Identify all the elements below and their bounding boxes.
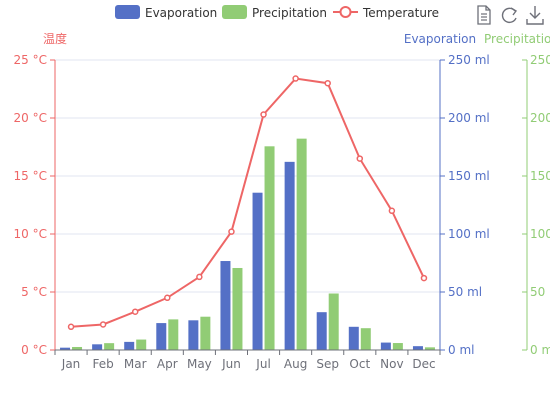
temperature-tick-label: 15 °C [14, 169, 47, 183]
temperature-point [356, 155, 364, 162]
bar-evaporation [316, 312, 327, 350]
bar-precipitation [264, 146, 275, 350]
bar-precipitation [168, 319, 179, 350]
evaporation-tick-label: 250 ml [448, 53, 490, 67]
bar-precipitation [360, 328, 371, 350]
restore-icon[interactable] [501, 7, 518, 24]
x-tick-label: Mar [124, 357, 147, 371]
temperature-point [67, 323, 75, 331]
bar-evaporation [60, 347, 71, 350]
x-tick-label: Jun [221, 357, 241, 371]
bar-evaporation [284, 161, 295, 350]
temperature-point [420, 274, 428, 282]
legend-label-evaporation: Evaporation [145, 6, 217, 20]
bar-evaporation [348, 326, 359, 350]
temperature-tick-label: 25 °C [14, 53, 47, 67]
temperature-tick-label: 0 °C [21, 343, 47, 357]
legend: Evaporation Precipitation Temperature [115, 5, 439, 20]
precipitation-axis-name: Precipitation [484, 32, 550, 46]
x-tick-label: Dec [412, 357, 435, 371]
precipitation-tick-label: 50 ml [530, 285, 550, 299]
bar-evaporation [220, 261, 231, 350]
bar-evaporation [188, 320, 199, 350]
precipitation-tick-label: 200 ml [530, 111, 550, 125]
temperature-axis-name: 温度 [43, 31, 67, 46]
x-tick-label: May [187, 357, 212, 371]
axes: 0 °C 5 °C 10 °C 15 °C 20 °C 25 °C 0 ml 50 ml 100… [14, 31, 550, 371]
evaporation-tick-label: 0 ml [448, 343, 474, 357]
legend-label-temperature: Temperature [362, 6, 439, 20]
temperature-point [260, 111, 267, 118]
temperature-line-path [70, 77, 425, 328]
x-tick-label: Oct [349, 357, 370, 371]
x-tick-label: Jan [61, 357, 81, 371]
bar-precipitation [424, 347, 435, 350]
bar-evaporation [412, 346, 423, 350]
bar-precipitation [232, 267, 243, 350]
x-tick-label: Apr [157, 357, 178, 371]
temperature-point [131, 308, 139, 315]
legend-label-precipitation: Precipitation [252, 6, 327, 20]
bar-precipitation [136, 339, 147, 350]
precipitation-tick-label: 250 ml [530, 53, 550, 67]
evaporation-tick-label: 50 ml [448, 285, 482, 299]
bar-evaporation [92, 344, 103, 350]
temperature-point [196, 273, 203, 281]
temperature-tick-label: 5 °C [21, 285, 47, 299]
temperature-tick-label: 10 °C [14, 227, 47, 241]
x-tick-label: Jul [255, 357, 270, 371]
temperature-line [67, 75, 428, 331]
legend-item-temperature[interactable]: Temperature [333, 6, 439, 20]
data-view-icon[interactable] [477, 5, 491, 25]
legend-item-evaporation[interactable]: Evaporation [115, 5, 217, 20]
x-tick-label: Feb [93, 357, 114, 371]
legend-item-precipitation[interactable]: Precipitation [222, 5, 327, 20]
evaporation-tick-label: 200 ml [448, 111, 490, 125]
temperature-point [164, 294, 171, 302]
x-tick-label: Nov [380, 357, 403, 371]
temperature-point [99, 321, 107, 328]
bar-precipitation [104, 343, 115, 350]
x-tick-label: Sep [316, 357, 339, 371]
bar-evaporation [156, 323, 167, 350]
legend-swatch-precipitation [222, 5, 247, 19]
bar-precipitation [328, 293, 339, 350]
temperature-point [388, 207, 396, 215]
precipitation-tick-label: 100 ml [530, 227, 550, 241]
bar-precipitation [72, 346, 83, 350]
evaporation-tick-label: 150 ml [448, 169, 490, 183]
temperature-point [324, 79, 331, 87]
bar-precipitation [296, 138, 307, 350]
bar-evaporation [124, 341, 135, 350]
evaporation-axis-name: Evaporation [404, 32, 476, 46]
temperature-point [228, 228, 235, 235]
precipitation-tick-label: 0 ml [530, 343, 550, 357]
legend-marker-temperature [339, 6, 352, 18]
bar-evaporation [252, 192, 263, 350]
legend-swatch-evaporation [115, 5, 140, 19]
bar-evaporation [380, 342, 391, 350]
temperature-tick-label: 20 °C [14, 111, 47, 125]
evaporation-tick-label: 100 ml [448, 227, 490, 241]
x-tick-label: Aug [284, 357, 307, 371]
bar-precipitation [200, 316, 211, 350]
bars [60, 138, 435, 350]
precipitation-tick-label: 150 ml [530, 169, 550, 183]
temperature-point [292, 75, 299, 82]
bar-precipitation [392, 343, 403, 350]
save-image-icon[interactable] [526, 6, 544, 25]
